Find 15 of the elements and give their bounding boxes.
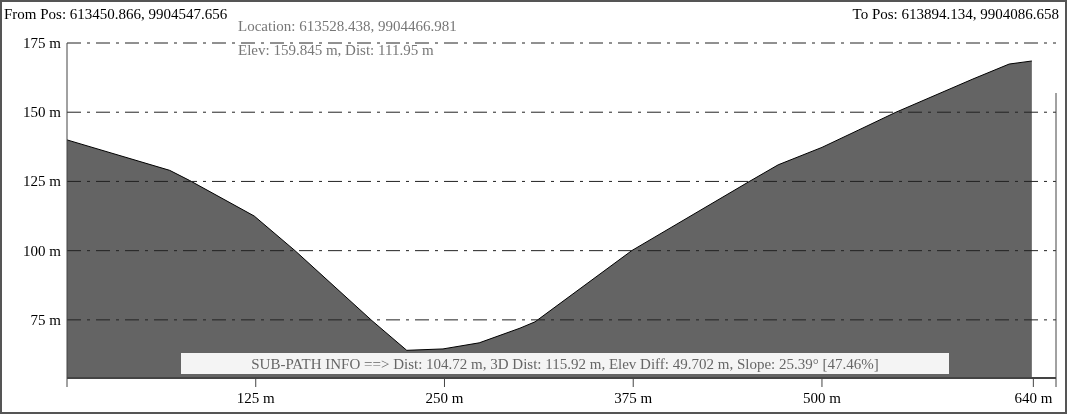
text: To Pos: 613894.134, 9904086.658 [852,6,1059,22]
y-tick-label: 175 m [23,35,62,51]
x-tick-label: 640 m [1014,390,1053,406]
annotation: Elev: 159.845 m, Dist: 111.95 m [238,42,434,58]
text: Location: 613528.438, 9904466.981 [238,18,457,34]
y-tick-label: 75 m [30,311,62,328]
y-tick-label: 125 m [23,173,62,190]
x-tick-label: 500 m [803,390,842,406]
x-tick-label: 125 m [236,390,276,406]
text: From Pos: 613450.866, 9904547.656 [4,6,228,22]
y-tick-label: 100 m [23,242,62,259]
annotation: SUB-PATH INFO ==> Dist: 104.72 m, 3D Dist: 115.92 m, Elev Diff: 49.702 m, Slope: 25.39° [47.46%] [251,356,879,372]
y-tick-label: 150 m [23,104,62,121]
x-tick-label: 250 m [425,390,464,406]
x-tick-label: 375 m [614,390,653,406]
